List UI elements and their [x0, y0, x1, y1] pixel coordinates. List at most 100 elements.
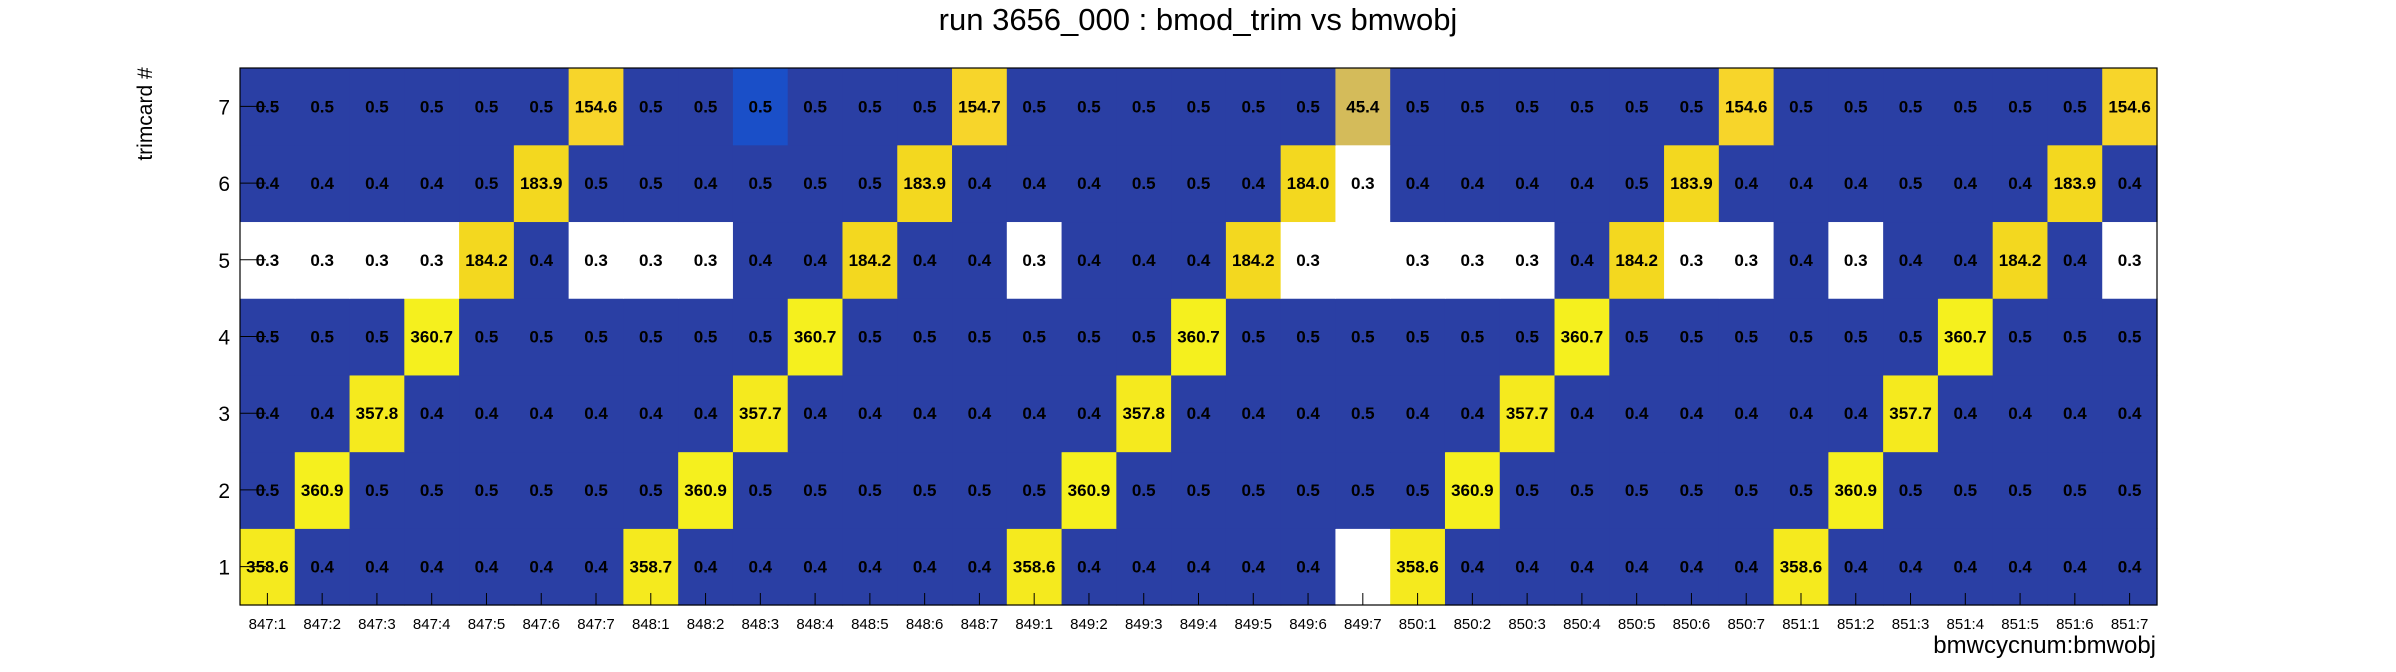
heatmap-cell — [1664, 528, 1720, 606]
cell-value-label: 357.8 — [356, 404, 399, 423]
heatmap-cell — [1390, 451, 1446, 529]
cell-value-label: 0.3 — [365, 251, 389, 270]
heatmap-cell — [732, 144, 789, 223]
heatmap-cell — [1280, 298, 1337, 376]
heatmap-cell — [459, 144, 515, 223]
heatmap-cell — [568, 298, 624, 376]
cell-value-label: 358.6 — [1396, 558, 1439, 577]
cell-value-label: 0.4 — [803, 251, 827, 270]
heatmap-cell — [1006, 528, 1063, 606]
cell-value-label: 0.4 — [420, 174, 444, 193]
cell-value-label: 0.4 — [1899, 251, 1923, 270]
heatmap-cell — [1773, 144, 1829, 223]
cell-value-label: 184.2 — [849, 251, 892, 270]
heatmap-cell — [952, 374, 1008, 453]
cell-value-label: 0.4 — [2118, 404, 2142, 423]
heatmap-cell — [1444, 528, 1501, 606]
heatmap-cell — [513, 528, 570, 606]
heatmap-cell — [1061, 144, 1117, 223]
cell-value-label: 0.4 — [968, 251, 992, 270]
cell-value-label: 0.5 — [1296, 481, 1320, 500]
cell-value-label: 358.7 — [630, 558, 673, 577]
cell-value-label: 0.5 — [1899, 328, 1923, 347]
cell-value-label: 360.9 — [1834, 481, 1877, 500]
cell-value-label: 0.4 — [420, 558, 444, 577]
cell-value-label: 0.5 — [858, 328, 882, 347]
heatmap-cell — [294, 144, 351, 223]
heatmap-cell — [678, 374, 734, 453]
cell-value-label: 0.4 — [694, 174, 718, 193]
cell-value-label: 0.4 — [1844, 404, 1868, 423]
x-tick-label: 847:7 — [577, 616, 615, 633]
heatmap-cell — [349, 144, 405, 223]
cell-value-label: 357.7 — [1506, 404, 1549, 423]
heatmap-cell — [678, 298, 734, 376]
cell-value-label: 0.4 — [968, 558, 992, 577]
heatmap-cell — [1171, 221, 1227, 299]
cell-value-label: 0.5 — [694, 97, 718, 116]
heatmap-cell — [1171, 298, 1227, 376]
chart-title: run 3656_000 : bmod_trim vs bmwobj — [938, 2, 1458, 37]
y-tick-label: 1 — [218, 557, 230, 580]
cell-value-label: 0.5 — [749, 481, 773, 500]
heatmap-cell — [1554, 451, 1610, 529]
cell-value-label: 0.5 — [529, 328, 553, 347]
heatmap-cell — [1006, 144, 1063, 223]
cell-value-label: 0.3 — [310, 251, 334, 270]
heatmap-cell — [349, 68, 405, 146]
heatmap-cell — [842, 68, 898, 146]
heatmap-cell — [1883, 528, 1939, 606]
heatmap-cell — [1171, 68, 1227, 146]
cell-value-label: 0.4 — [2008, 174, 2032, 193]
cell-value-label: 0.4 — [1296, 404, 1320, 423]
x-tick-label: 850:7 — [1727, 616, 1765, 633]
x-tick-label: 847:6 — [522, 616, 560, 633]
heatmap-cell — [1280, 144, 1337, 223]
cell-value-label: 0.3 — [1406, 251, 1430, 270]
heatmap-cell — [678, 144, 734, 223]
heatmap-cell — [842, 528, 898, 606]
cell-value-label: 0.5 — [256, 97, 280, 116]
cell-value-label: 0.5 — [420, 97, 444, 116]
cell-value-label: 0.4 — [968, 174, 992, 193]
cell-value-label: 0.3 — [1461, 251, 1485, 270]
heatmap-cell — [1444, 374, 1501, 453]
cell-value-label: 360.9 — [684, 481, 727, 500]
x-tick-label: 847:5 — [468, 616, 506, 633]
heatmap-cell — [1225, 144, 1282, 223]
y-tick-label: 3 — [218, 403, 230, 426]
heatmap-cell — [1335, 68, 1391, 146]
heatmap-cell — [1937, 528, 1994, 606]
cell-value-label: 183.9 — [903, 174, 946, 193]
heatmap-cell — [1280, 68, 1337, 146]
cell-value-label: 0.5 — [310, 97, 334, 116]
heatmap-cell — [1499, 374, 1556, 453]
cell-value-label: 0.5 — [1241, 97, 1265, 116]
cell-value-label: 0.5 — [1953, 481, 1977, 500]
heatmap-cell — [1937, 451, 1994, 529]
cell-value-label: 0.4 — [1187, 558, 1211, 577]
cell-value-label: 0.5 — [529, 481, 553, 500]
heatmap-cell — [1335, 144, 1391, 223]
cell-value-label: 0.4 — [584, 558, 608, 577]
heatmap-cell — [459, 451, 515, 529]
heatmap-cell — [1992, 528, 2049, 606]
heatmap-cell — [1499, 298, 1556, 376]
heatmap-cell — [1828, 221, 1884, 299]
cell-value-label: 0.5 — [1680, 481, 1704, 500]
heatmap-cell — [1116, 68, 1172, 146]
cell-value-label: 0.3 — [1515, 251, 1539, 270]
cell-value-label: 0.5 — [1515, 481, 1539, 500]
heatmap-cell — [1937, 298, 1994, 376]
heatmap-cell — [404, 221, 460, 299]
heatmap-cell — [513, 221, 570, 299]
cell-value-label: 0.5 — [1241, 481, 1265, 500]
x-tick-label: 847:2 — [303, 616, 341, 633]
cell-value-label: 183.9 — [2054, 174, 2097, 193]
cell-value-label: 154.7 — [958, 97, 1001, 116]
heatmap-cell — [1609, 451, 1665, 529]
cell-value-label: 0.4 — [2063, 558, 2087, 577]
cell-value-label: 0.5 — [858, 481, 882, 500]
cell-value-label: 0.5 — [1899, 97, 1923, 116]
